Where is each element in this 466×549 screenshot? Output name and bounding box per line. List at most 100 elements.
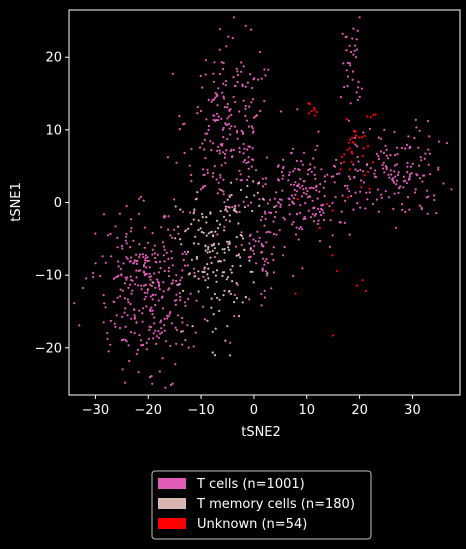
data-point [226,102,229,106]
data-point [214,96,217,99]
data-point [406,161,409,164]
data-point [306,173,309,176]
data-point [122,338,125,341]
data-point [331,209,334,212]
data-point [355,48,359,51]
data-point [211,244,214,247]
data-point [384,190,387,193]
data-point [128,359,131,363]
data-point [391,177,395,180]
data-point [181,210,185,213]
data-point [197,228,200,232]
data-point [164,386,167,389]
data-point [418,164,421,167]
data-point [366,198,369,201]
y-tick-label: 10 [45,123,62,138]
data-point [249,233,252,236]
data-point [174,205,177,208]
data-point [231,36,234,40]
points-layer [73,16,453,389]
data-point [186,264,189,267]
data-point [130,256,133,259]
data-point [229,341,232,344]
data-point [186,250,190,253]
data-point [252,238,255,241]
data-point [215,178,218,181]
data-point [346,61,350,64]
data-point [263,263,266,266]
data-point [318,226,321,230]
data-point [295,226,298,229]
data-point [142,199,145,202]
data-point [192,242,196,245]
data-point [157,285,161,288]
data-point [236,73,239,77]
data-point [157,271,161,274]
data-point [207,98,210,101]
data-point [319,183,322,186]
data-point [292,183,296,186]
data-point [234,100,237,104]
data-point [301,228,304,231]
data-point [135,276,138,279]
data-point [265,258,268,261]
data-point [250,101,253,104]
data-point [137,284,140,287]
data-point [295,159,298,162]
data-point [331,201,334,205]
data-point [169,344,172,347]
data-point [196,191,199,194]
data-point [307,209,310,212]
legend-frame [151,470,372,540]
data-point [288,213,291,216]
data-point [313,106,316,109]
data-point [356,202,359,205]
data-point [167,257,170,260]
data-point [151,232,154,235]
data-point [263,100,266,103]
data-point [262,244,265,247]
data-point [144,295,147,298]
data-point [356,156,359,159]
data-point [217,181,220,184]
data-point [307,168,310,172]
data-point [415,126,418,129]
data-point [73,302,76,305]
data-point [238,169,241,172]
data-point [260,304,263,307]
data-point [153,322,156,325]
data-point [160,226,163,229]
data-point [304,217,307,220]
data-point [221,271,224,274]
data-point [173,198,176,201]
data-point [203,266,206,269]
data-point [144,254,148,257]
data-point [238,210,241,214]
data-point [188,164,191,167]
data-point [252,180,255,183]
data-point [239,233,242,236]
data-point [253,194,256,197]
data-point [377,155,380,158]
data-point [161,307,165,310]
data-point [395,183,398,186]
data-point [182,330,185,333]
data-point [355,91,358,94]
data-point [340,162,343,165]
data-point [313,114,316,117]
data-point [235,178,238,181]
data-point [362,181,365,184]
data-point [205,216,208,219]
data-point [258,198,261,201]
data-point [142,270,146,273]
data-point [207,248,210,251]
data-point [377,210,380,213]
data-point [218,188,221,191]
data-point [345,118,348,121]
data-point [221,91,224,94]
data-point [238,147,241,150]
data-point [241,132,244,135]
data-point [216,252,219,255]
data-point [282,158,285,161]
data-point [354,134,358,137]
